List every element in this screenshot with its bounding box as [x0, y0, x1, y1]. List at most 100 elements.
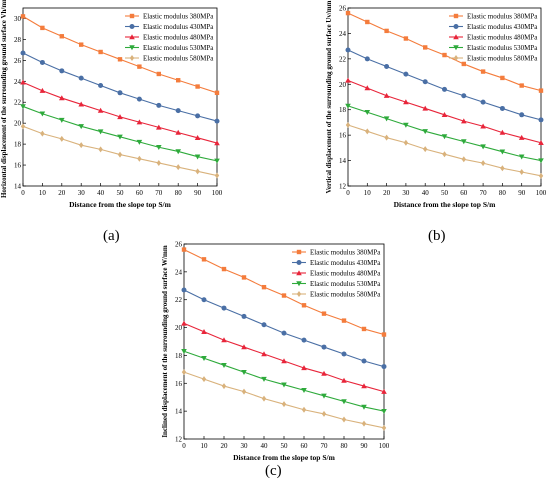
series-line-5	[347, 124, 542, 177]
data-point	[500, 75, 505, 81]
x-tick-label: 10	[39, 189, 47, 197]
data-point	[181, 247, 187, 252]
data-point	[175, 129, 181, 135]
data-point	[39, 87, 46, 93]
legend-marker	[296, 281, 302, 287]
data-point	[156, 124, 162, 130]
y-tick-label: 20	[14, 120, 22, 128]
data-point	[241, 275, 247, 280]
data-point	[117, 151, 123, 158]
data-point	[480, 123, 486, 129]
data-point	[201, 328, 207, 334]
y-tick-label: 22	[339, 55, 347, 63]
data-point	[136, 96, 142, 102]
y-tick-label: 16	[339, 132, 347, 140]
data-point	[480, 69, 486, 74]
y-tick-label: 24	[175, 268, 183, 276]
legend-label: Elastic modulus 480MPa	[467, 34, 538, 42]
data-point	[403, 99, 409, 105]
series-line-2	[22, 52, 218, 122]
data-point	[201, 257, 207, 262]
data-point	[364, 56, 370, 62]
x-tick-label: 80	[175, 189, 183, 197]
x-tick-label: 10	[364, 189, 372, 197]
data-point	[214, 158, 220, 164]
legend-marker	[296, 291, 302, 297]
y-tick-label: 22	[14, 99, 22, 107]
data-point	[538, 158, 544, 164]
data-point	[156, 71, 161, 77]
data-point	[345, 121, 351, 128]
y-tick-label: 26	[14, 57, 22, 65]
data-point	[195, 168, 200, 175]
data-point	[321, 370, 327, 376]
data-point	[181, 369, 187, 376]
data-point	[423, 45, 428, 50]
legend-label: Elastic modulus 530MPa	[143, 44, 214, 52]
data-point	[321, 393, 327, 399]
data-point	[321, 410, 327, 417]
x-tick-label: 20	[221, 442, 229, 450]
data-point	[117, 134, 123, 140]
data-point	[156, 159, 161, 166]
data-point	[156, 145, 162, 151]
data-point	[241, 369, 247, 375]
data-point	[345, 47, 351, 53]
data-point	[384, 63, 390, 69]
data-point	[361, 420, 367, 427]
data-point	[301, 337, 307, 343]
data-point	[345, 77, 351, 83]
data-point	[381, 332, 387, 337]
y-tick-label: 18	[14, 141, 22, 149]
data-point	[381, 388, 387, 394]
data-point	[137, 155, 142, 162]
x-tick-label: 60	[136, 189, 144, 197]
panel-label-c: (c)	[265, 463, 282, 479]
x-tick-label: 100	[536, 189, 547, 197]
y-tick-label: 18	[175, 352, 183, 360]
legend-label: Elastic modulus 430MPa	[143, 23, 214, 31]
data-point	[221, 383, 227, 390]
data-point	[98, 49, 103, 55]
data-point	[241, 313, 247, 319]
data-point	[321, 311, 327, 316]
data-point	[518, 134, 525, 140]
legend-marker	[129, 34, 135, 40]
data-point	[341, 318, 347, 323]
data-point	[381, 424, 387, 431]
x-tick-label: 0	[182, 442, 186, 450]
y-tick-label: 14	[14, 183, 22, 191]
data-point	[422, 105, 428, 111]
data-point	[214, 90, 220, 96]
data-point	[461, 93, 467, 99]
x-tick-label: 0	[346, 189, 350, 197]
data-point	[59, 68, 65, 74]
x-axis-label: Distance from the slope top S/m	[233, 453, 335, 462]
data-point	[59, 135, 64, 142]
data-point	[384, 134, 389, 141]
data-point	[98, 146, 103, 153]
x-axis-label: Distance from the slope top S/m	[69, 200, 171, 209]
x-tick-label: 40	[261, 442, 269, 450]
legend-label: Elastic modulus 530MPa	[310, 280, 381, 288]
data-point	[480, 160, 486, 167]
data-point	[361, 383, 367, 389]
data-point	[261, 395, 267, 402]
legend-marker	[453, 45, 459, 51]
data-point	[176, 78, 181, 83]
data-point	[301, 406, 307, 413]
x-tick-label: 40	[422, 189, 430, 197]
data-point	[39, 59, 45, 65]
x-tick-label: 30	[241, 442, 249, 450]
data-point	[519, 112, 525, 118]
data-point	[214, 172, 220, 179]
legend-marker	[296, 249, 302, 255]
chart-panel-1: 0 10 20 30 40 50 60 70 80 90 100 14 16 18 20 22 24 26 28 30…	[0, 0, 223, 209]
data-point	[499, 105, 505, 111]
data-point	[261, 284, 267, 290]
y-tick-label: 16	[175, 380, 183, 388]
y-tick-label: 14	[175, 408, 183, 416]
data-point	[341, 416, 347, 423]
data-point	[461, 139, 467, 145]
